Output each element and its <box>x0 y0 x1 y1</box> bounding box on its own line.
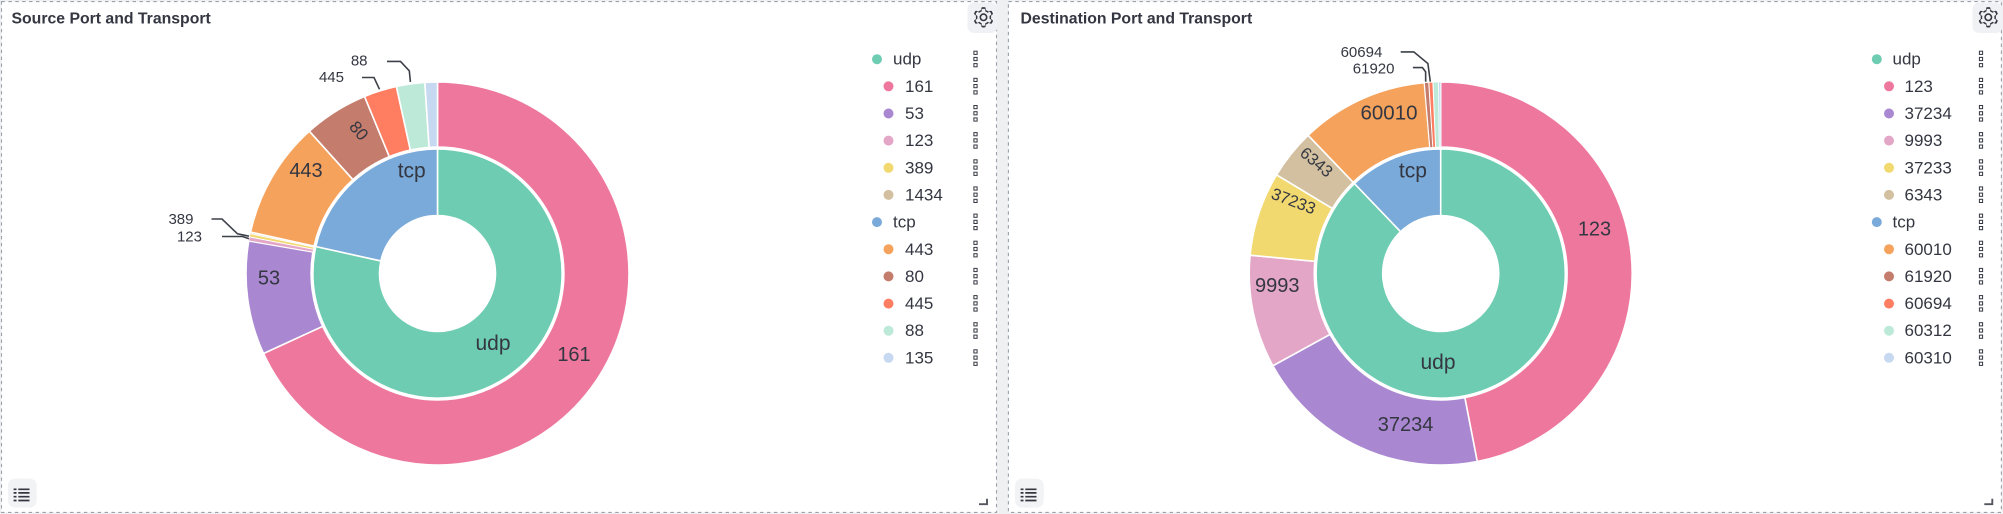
svg-text:123: 123 <box>1578 219 1611 241</box>
svg-text:60694: 60694 <box>1341 44 1383 61</box>
svg-text:60312: 60312 <box>1905 321 1952 340</box>
svg-text:37234: 37234 <box>1905 104 1952 123</box>
svg-text:tcp: tcp <box>1399 160 1427 183</box>
svg-text:161: 161 <box>905 77 933 96</box>
svg-text:udp: udp <box>475 332 510 355</box>
svg-text:tcp: tcp <box>893 213 916 232</box>
svg-text:389: 389 <box>168 211 193 228</box>
svg-text:88: 88 <box>351 52 368 69</box>
svg-text:60694: 60694 <box>1905 294 1952 313</box>
svg-text:1434: 1434 <box>905 185 943 204</box>
svg-text:123: 123 <box>905 131 933 150</box>
svg-text:6343: 6343 <box>1905 185 1943 204</box>
svg-text:60010: 60010 <box>1360 101 1417 124</box>
svg-text:80: 80 <box>905 267 924 286</box>
svg-text:61920: 61920 <box>1353 61 1395 78</box>
svg-text:udp: udp <box>1893 50 1921 69</box>
svg-text:135: 135 <box>905 348 933 367</box>
svg-text:37233: 37233 <box>1905 158 1952 177</box>
svg-text:tcp: tcp <box>398 160 426 183</box>
svg-text:123: 123 <box>1905 77 1933 96</box>
svg-text:53: 53 <box>905 104 924 123</box>
svg-text:Source Port and Transport: Source Port and Transport <box>12 11 212 28</box>
svg-text:9993: 9993 <box>1905 131 1943 150</box>
svg-text:60310: 60310 <box>1905 348 1952 367</box>
svg-text:9993: 9993 <box>1255 275 1300 297</box>
svg-text:443: 443 <box>905 240 933 259</box>
svg-text:445: 445 <box>905 294 933 313</box>
svg-text:161: 161 <box>557 344 590 366</box>
svg-text:61920: 61920 <box>1905 267 1952 286</box>
svg-text:udp: udp <box>893 50 921 69</box>
svg-text:389: 389 <box>905 158 933 177</box>
svg-text:37234: 37234 <box>1378 414 1434 436</box>
svg-text:53: 53 <box>258 267 280 289</box>
svg-text:123: 123 <box>177 228 202 245</box>
svg-text:tcp: tcp <box>1893 213 1916 232</box>
svg-text:60010: 60010 <box>1905 240 1952 259</box>
svg-text:udp: udp <box>1420 351 1455 374</box>
svg-text:88: 88 <box>905 321 924 340</box>
svg-text:443: 443 <box>289 160 322 182</box>
svg-text:Destination Port and Transport: Destination Port and Transport <box>1021 11 1253 28</box>
svg-text:445: 445 <box>319 69 344 86</box>
